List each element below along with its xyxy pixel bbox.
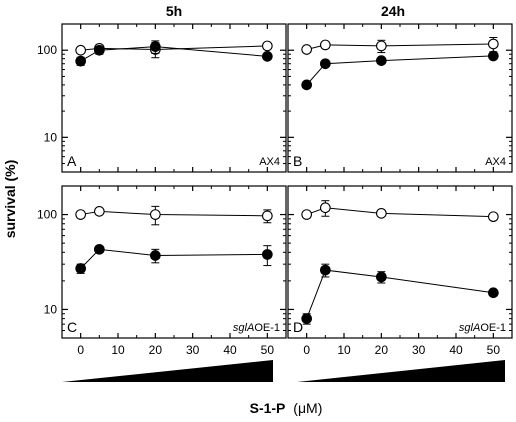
x-tick-label: 10	[111, 343, 125, 357]
y-tick-label: 100	[37, 43, 57, 57]
x-axis-label: S-1-P (μM)	[250, 400, 323, 416]
x-tick-label: 0	[77, 343, 84, 357]
panel-D: 0 10 20 30 40 50 D sglAOE-1	[287, 185, 513, 357]
column-title-5h: 5h	[166, 3, 182, 19]
strain-label-gene: sglA	[459, 322, 480, 334]
data-point-open-circle	[301, 44, 313, 55]
data-point-filled-circle	[261, 249, 273, 260]
concentration-ramp-right	[297, 360, 505, 382]
x-axis-label-unit-rest: M)	[306, 400, 322, 416]
x-tick-label: 50	[487, 343, 501, 357]
data-point-open-circle	[75, 44, 87, 56]
panel-C-marks: 10 100 0 10 20 30 40 50 C sglAOE-1	[37, 185, 286, 357]
data-point-filled-circle	[261, 51, 273, 62]
series-line-filled-circle	[306, 55, 494, 86]
data-point-open-circle	[93, 206, 105, 217]
panel-B-marks: B AX4	[288, 23, 512, 173]
strain-label-gene: sglA	[233, 322, 254, 334]
strain-label: AX4	[485, 156, 506, 168]
data-point-filled-circle	[149, 250, 161, 261]
strain-label: AX4	[259, 156, 280, 168]
x-axis-label-unit-open: (	[293, 400, 298, 416]
x-tick-label: 0	[303, 343, 310, 357]
panel-C: 10 100 0 10 20 30 40 50 C sglAOE-1	[37, 185, 287, 357]
data-point-open-circle	[319, 202, 331, 214]
data-point-open-circle	[261, 40, 273, 52]
data-point-filled-circle	[93, 243, 105, 255]
panel-letter: B	[293, 153, 302, 169]
data-point-filled-circle	[375, 271, 387, 283]
concentration-ramp-left	[62, 360, 273, 382]
column-title-24h: 24h	[381, 3, 405, 19]
data-point-filled-circle	[375, 55, 387, 66]
strain-label: sglAOE-1	[459, 322, 506, 334]
data-point-open-circle	[487, 38, 499, 50]
series-line-filled-circle	[306, 269, 494, 319]
series-line-open-circle	[80, 45, 268, 51]
panel-B: B AX4	[287, 23, 513, 173]
data-point-open-circle	[375, 207, 387, 219]
x-tick-label: 20	[149, 343, 163, 357]
data-point-open-circle	[75, 209, 87, 220]
y-tick-label: 10	[44, 130, 58, 144]
data-point-open-circle	[375, 40, 387, 52]
data-point-filled-circle	[301, 79, 313, 91]
data-point-open-circle	[319, 39, 331, 51]
data-point-open-circle	[149, 209, 161, 220]
series-line-open-circle	[306, 207, 494, 218]
x-axis-label-compound: S-1-P	[250, 400, 286, 416]
x-tick-label: 10	[337, 343, 351, 357]
y-tick-label: 10	[44, 302, 58, 316]
data-point-open-circle	[487, 211, 499, 223]
x-axis-label-unit-mu: μ	[298, 400, 306, 416]
data-point-open-circle	[261, 210, 273, 222]
y-axis-label: survival (%)	[2, 160, 18, 239]
strain-label-suffix: OE-1	[254, 322, 280, 334]
panel-D-marks: 0 10 20 30 40 50 D sglAOE-1	[288, 185, 512, 357]
data-point-filled-circle	[93, 44, 105, 56]
panel-A: 10 100 A AX4	[37, 23, 287, 173]
series-line-open-circle	[80, 210, 268, 217]
series-line-filled-circle	[80, 248, 268, 269]
data-point-filled-circle	[319, 58, 331, 70]
series-line-open-circle	[306, 43, 494, 50]
panel-letter: C	[67, 319, 77, 335]
x-tick-label: 30	[412, 343, 426, 357]
x-tick-label: 40	[223, 343, 237, 357]
panel-A-marks: 10 100 A AX4	[37, 23, 286, 173]
strain-label-suffix: OE-1	[480, 322, 506, 334]
x-tick-label: 40	[449, 343, 463, 357]
y-tick-label: 100	[37, 208, 57, 222]
data-point-filled-circle	[149, 41, 161, 52]
x-tick-label: 20	[375, 343, 389, 357]
data-point-filled-circle	[487, 50, 499, 62]
panel-letter: A	[67, 153, 77, 169]
data-point-filled-circle	[319, 264, 331, 276]
data-point-filled-circle	[75, 263, 87, 274]
data-point-filled-circle	[75, 55, 87, 67]
data-point-filled-circle	[487, 287, 499, 299]
x-tick-label: 30	[186, 343, 200, 357]
x-tick-label: 50	[261, 343, 275, 357]
data-point-filled-circle	[301, 313, 313, 324]
strain-label: sglAOE-1	[233, 322, 280, 334]
panel-letter: D	[293, 319, 303, 335]
data-point-open-circle	[301, 209, 313, 220]
series-line-filled-circle	[80, 46, 268, 62]
